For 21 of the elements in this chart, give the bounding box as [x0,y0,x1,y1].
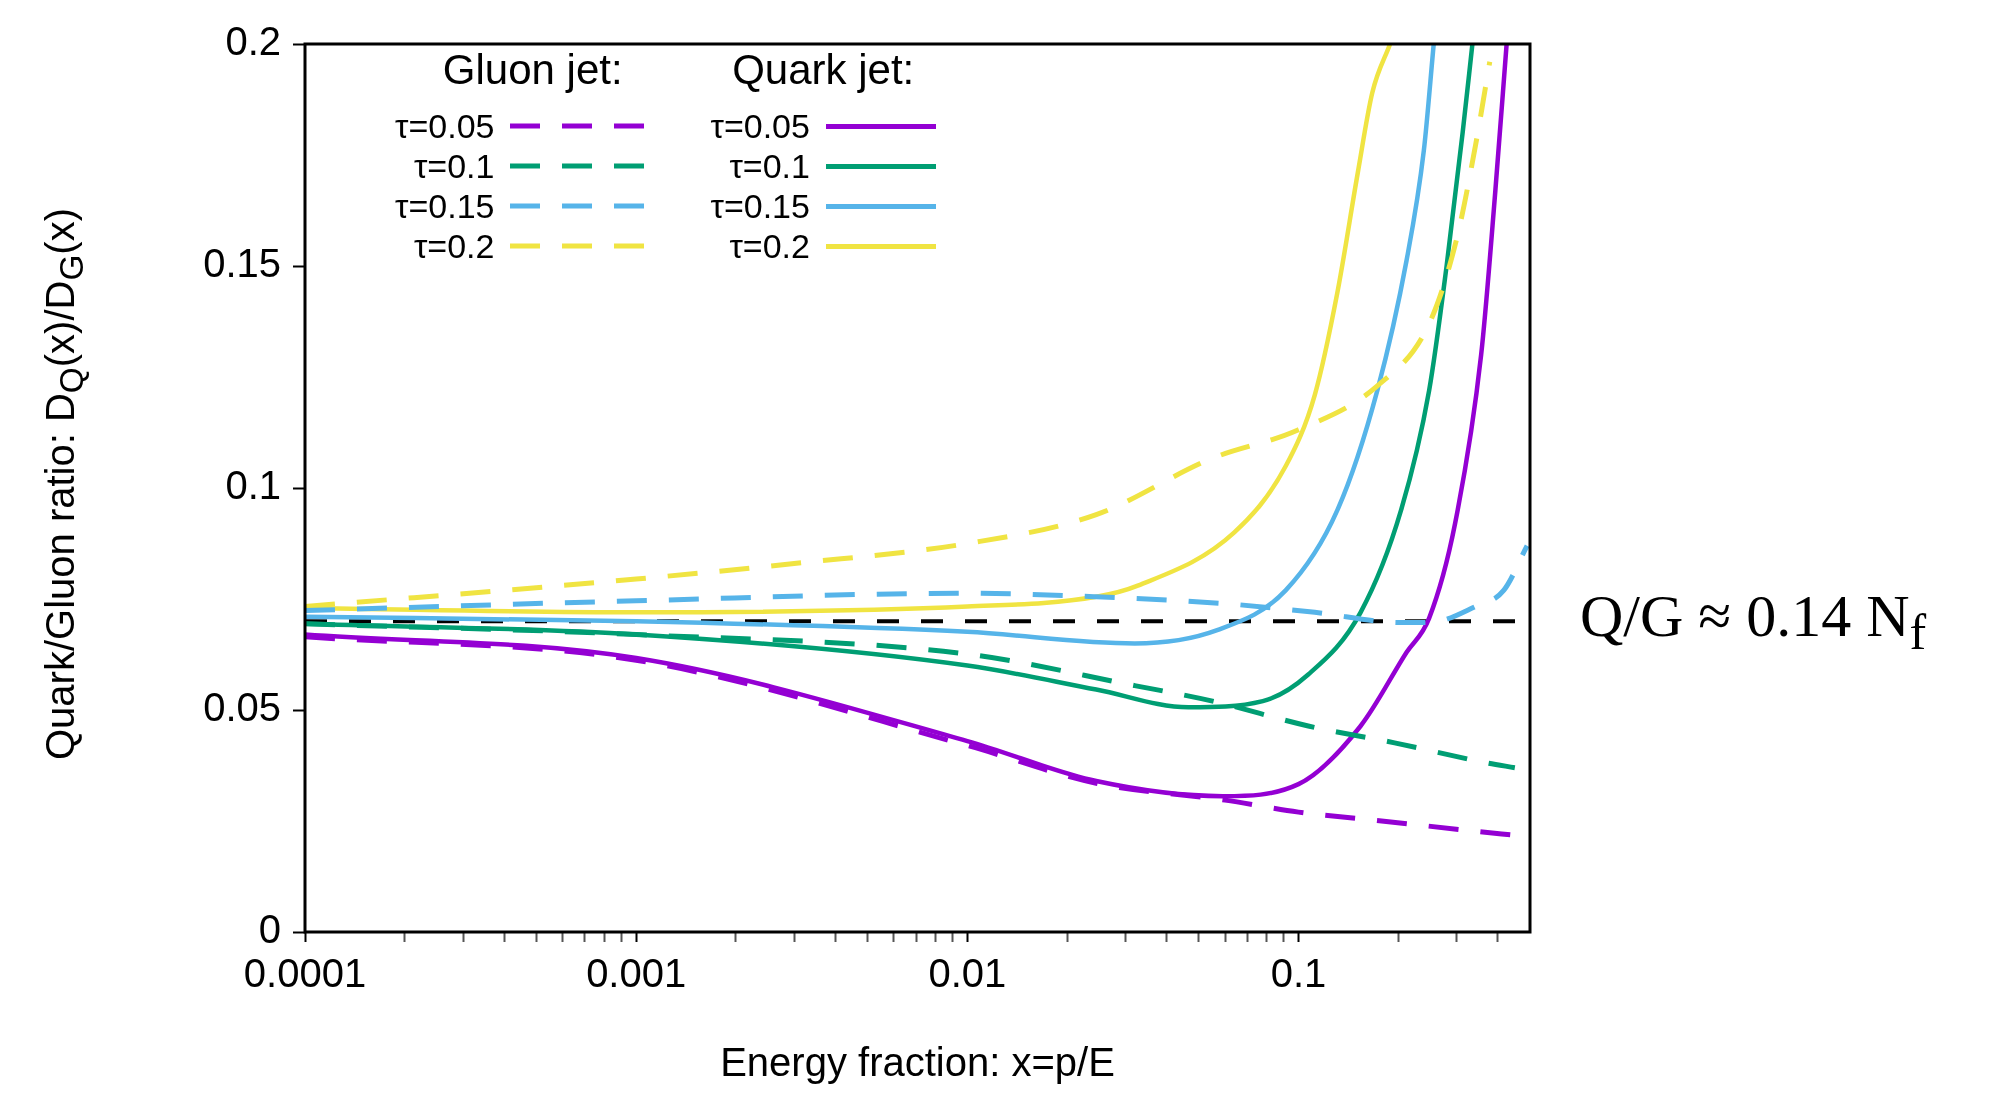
legend-label: τ=0.2 [413,226,495,266]
x-tick-label: 0.01 [928,951,1007,996]
legend-label: τ=0.15 [395,186,495,226]
x-tick-label: 0.001 [586,951,687,996]
y-tick-label: 0.1 [225,463,281,508]
legend-label: τ=0.1 [413,146,495,186]
legend-label: τ=0.05 [710,106,810,146]
y-tick-label: 0 [258,907,281,952]
annotation: Gluon jet: [442,46,623,94]
annotation: Quark jet: [732,46,915,94]
legend-label: τ=0.2 [729,226,810,266]
ref-line-label: Q/G ≈ 0.14 N$_{f}$ [1580,581,1927,661]
y-tick-label: 0.15 [203,241,281,286]
legend-label: τ=0.15 [710,186,810,226]
x-tick-label: 0.0001 [243,951,367,996]
x-axis-title: Energy fraction: x=p/E [720,1040,1115,1085]
legend-label: τ=0.1 [729,146,810,186]
legend-label: τ=0.05 [395,106,495,146]
y-tick-label: 0.2 [225,19,281,64]
y-tick-label: 0.05 [203,685,281,730]
x-tick-label: 0.1 [1270,951,1327,996]
